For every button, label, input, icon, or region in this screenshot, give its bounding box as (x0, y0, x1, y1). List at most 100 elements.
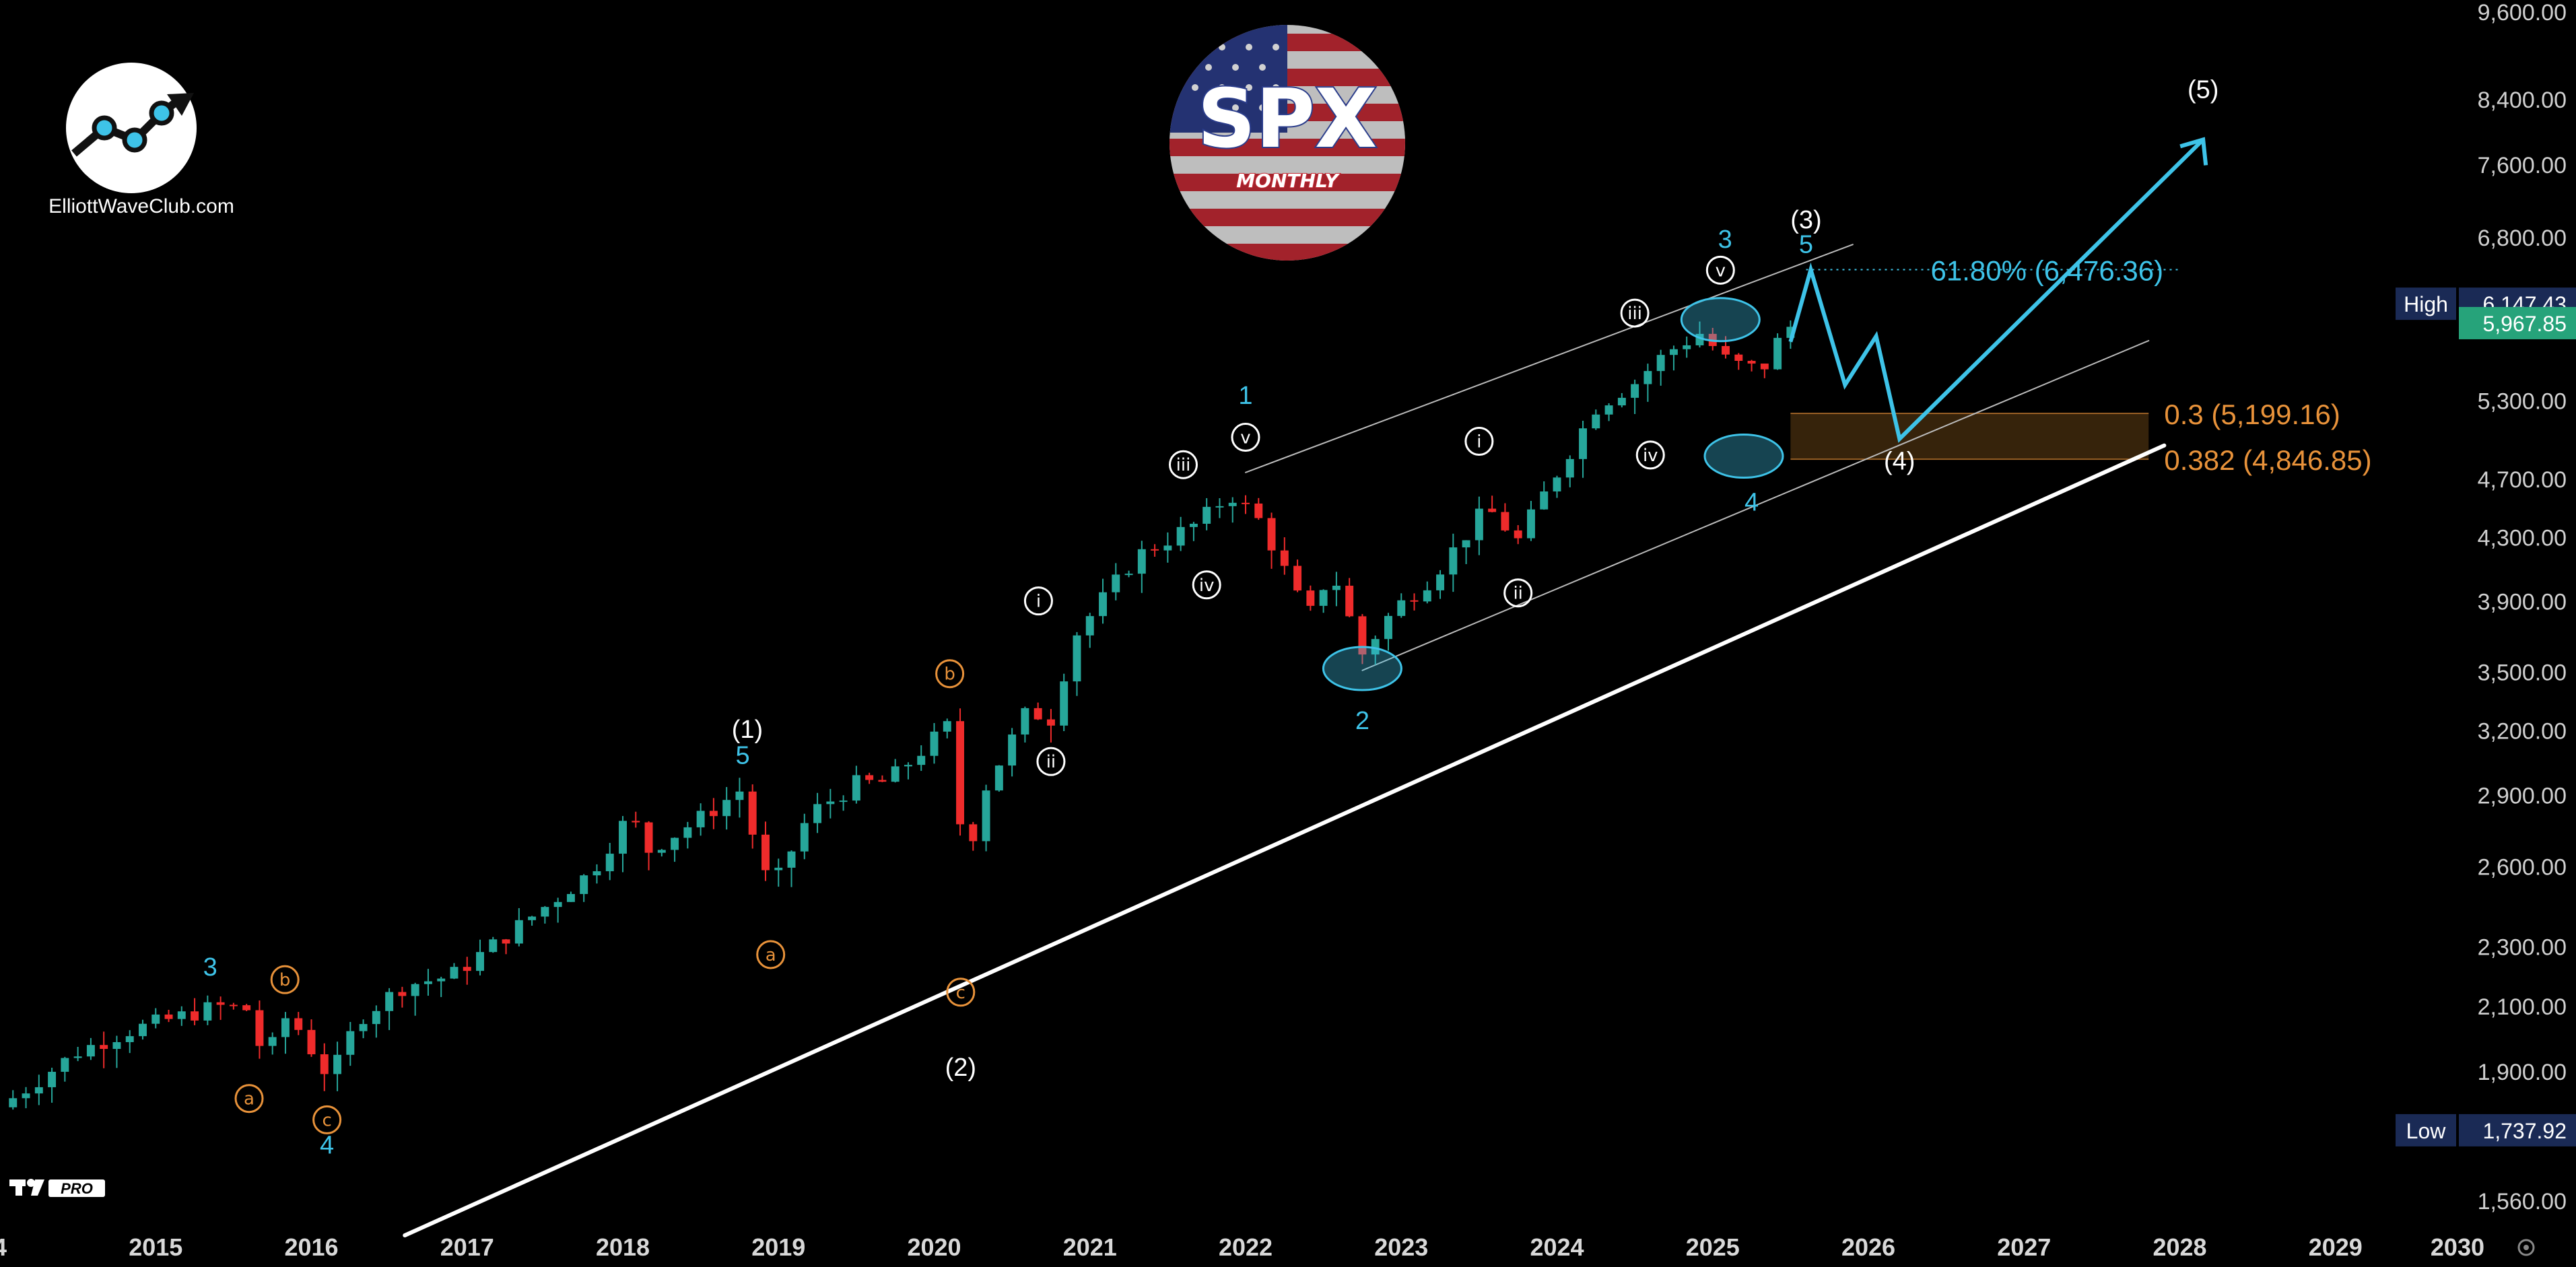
wave-labels: 3 bac4(1)5abc(2)iiiiiiivv12iiiiiiivv345(3… (203, 75, 2219, 1159)
wave-label-circle (1464, 427, 1494, 456)
candle (1280, 550, 1289, 566)
candle (813, 804, 822, 823)
candle (333, 1054, 342, 1074)
wave-label-circle (1169, 450, 1198, 479)
candle (1151, 549, 1159, 551)
candle (502, 939, 510, 944)
candle (1085, 616, 1094, 636)
candle (632, 821, 640, 823)
candle (1033, 708, 1042, 720)
candle (1760, 364, 1769, 370)
arrow-head-icon (2179, 137, 2208, 166)
time-axis[interactable]: 2014 2015 2016 2017 2018 2019 2020 2021 2022 2023… (0, 1233, 2484, 1261)
wave-label: 1 (1238, 382, 1252, 410)
wave-projection (1788, 137, 2208, 443)
candle (1176, 526, 1185, 546)
x-tick-label: 2015 (129, 1233, 182, 1261)
candle (1306, 590, 1315, 606)
price-axis[interactable]: 9,600.00 8,400.00 7,600.00 6,800.00 5,300.00… (2478, 0, 2567, 1214)
y-tick-label: 1,900.00 (2478, 1060, 2567, 1085)
candle (1008, 734, 1017, 766)
candle (1371, 639, 1380, 655)
candle (930, 731, 939, 756)
candle (904, 765, 912, 767)
wave-label-circle (1635, 440, 1665, 470)
candle (1202, 506, 1211, 524)
gear-icon[interactable] (2517, 1239, 2535, 1256)
y-tick-label: 2,600.00 (2478, 854, 2567, 880)
elliottwaveclub-logo[interactable]: ElliottWaveClub.com (48, 63, 234, 217)
fib-label: 0.382 (4,846.85) (2164, 444, 2371, 476)
candle (553, 901, 562, 908)
candle (1099, 592, 1107, 617)
candle (1669, 349, 1678, 355)
y-tick-label: 3,200.00 (2478, 719, 2567, 745)
candle (1786, 327, 1795, 338)
wave-label: a (244, 1089, 255, 1109)
candle (1462, 540, 1470, 548)
candle (1526, 509, 1535, 539)
candle (1046, 719, 1055, 726)
wave-label: (4) (1884, 448, 1915, 476)
wave-label-circle (1036, 747, 1066, 776)
candle (683, 827, 692, 838)
wave-label-circle (1620, 298, 1650, 328)
candle (1397, 600, 1406, 616)
candle (1553, 477, 1561, 491)
price-badge-label-box (2396, 287, 2456, 320)
candle (1449, 547, 1458, 575)
candle (255, 1010, 264, 1046)
y-tick-label: 2,100.00 (2478, 994, 2567, 1020)
candle (1643, 371, 1652, 384)
candle (86, 1045, 95, 1057)
candle (437, 978, 446, 982)
candle (994, 765, 1003, 791)
wave-ellipse (1703, 434, 1784, 479)
wave-label: 5 (735, 741, 749, 769)
candle (48, 1072, 57, 1087)
candle (450, 967, 459, 979)
wave-ellipse (1680, 297, 1761, 343)
candle (839, 800, 848, 802)
y-tick-label: 7,600.00 (2478, 153, 2567, 178)
candle (878, 780, 887, 782)
candle (489, 939, 498, 953)
candle (1293, 566, 1302, 591)
wave-label: 2 (1355, 707, 1369, 735)
price-badge (2459, 306, 2576, 339)
candle (1242, 502, 1250, 504)
candle (982, 790, 990, 842)
wave-label: iii (1627, 304, 1642, 324)
wave-label-circle (1231, 423, 1260, 452)
candle (1021, 708, 1029, 735)
candle (463, 967, 471, 971)
x-tick-label: 2025 (1686, 1233, 1740, 1261)
wave-label-circle (1705, 255, 1735, 285)
x-tick-label: 2020 (907, 1233, 961, 1261)
spx-flag-logo: SPX MONTHLY (1170, 25, 1405, 261)
fib-label: 0.3 (5,199.16) (2164, 399, 2340, 430)
candle (1514, 530, 1522, 539)
candle (671, 837, 679, 850)
candlestick-series (9, 320, 1795, 1110)
x-tick-label: 2028 (2153, 1233, 2206, 1261)
candle (359, 1024, 368, 1031)
trendline (1361, 340, 2150, 671)
candle (1734, 354, 1743, 362)
wave-label: b (944, 664, 955, 685)
fib-labels: 61.80% (6,476.36) 0.3 (5,199.16) 0.382 (4,… (1806, 255, 2372, 476)
wave-label: a (766, 945, 776, 965)
wave-label: i (1036, 592, 1041, 612)
wave-label-circle (234, 1084, 264, 1114)
candle (1501, 512, 1510, 530)
wave-label: ii (1046, 752, 1056, 772)
candle (281, 1018, 290, 1037)
candle (385, 992, 394, 1011)
wave-label: 4 (1744, 488, 1759, 516)
candle (73, 1056, 82, 1058)
candle (644, 822, 653, 853)
x-tick-label: 2016 (284, 1233, 338, 1261)
candle (696, 811, 705, 827)
candle (1319, 590, 1328, 606)
wave-label-circle (1503, 578, 1533, 608)
